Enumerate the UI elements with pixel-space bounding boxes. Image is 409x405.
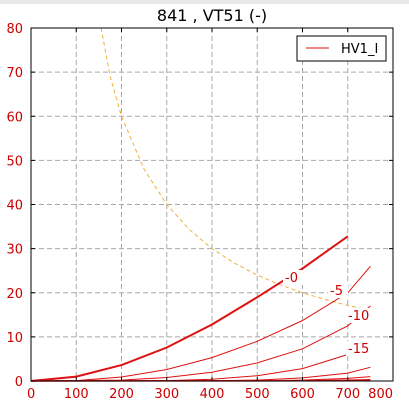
y-tick-label: 30 bbox=[6, 243, 23, 258]
y-tick-label: 10 bbox=[6, 331, 23, 346]
curve-label-bg bbox=[346, 308, 374, 323]
x-tick-label: 700 bbox=[335, 387, 360, 402]
curve-label: -10 bbox=[348, 309, 369, 324]
x-tick-label: 400 bbox=[200, 387, 225, 402]
y-tick-label: 50 bbox=[6, 154, 23, 169]
limit-curve bbox=[100, 27, 371, 311]
curve-label-bg bbox=[346, 341, 374, 356]
legend-label: HV1_I bbox=[341, 42, 378, 57]
curve-label: -15 bbox=[348, 342, 369, 357]
series-line-2 bbox=[30, 305, 371, 382]
y-tick-label: 70 bbox=[6, 66, 23, 81]
y-tick-label: 60 bbox=[6, 110, 23, 125]
y-tick-label: 0 bbox=[15, 375, 23, 390]
x-tick-label: 100 bbox=[64, 387, 89, 402]
y-tick-label: 80 bbox=[6, 22, 23, 37]
legend: HV1_I bbox=[296, 35, 387, 62]
chart-title: 841 , VT51 (-) bbox=[157, 6, 267, 25]
limit-curve-group bbox=[100, 27, 371, 311]
x-tick-label: 600 bbox=[290, 387, 315, 402]
x-tick-label: 0 bbox=[27, 387, 35, 402]
y-tick-labels: 0 10 20 30 40 50 60 70 80 bbox=[6, 22, 23, 390]
curve-label: -0 bbox=[285, 271, 298, 286]
curve-label-bg bbox=[328, 283, 348, 298]
x-tick-label: 300 bbox=[154, 387, 179, 402]
x-tick-label: 800 bbox=[368, 387, 393, 402]
curve-label: -5 bbox=[330, 284, 343, 299]
y-tick-label: 20 bbox=[6, 287, 23, 302]
y-tick-label: 40 bbox=[6, 199, 23, 214]
window-top-strip bbox=[0, 0, 409, 4]
x-tick-label: 500 bbox=[245, 387, 270, 402]
series-line-1 bbox=[30, 265, 371, 382]
curve-label-group: -0 -5 -10 -15 bbox=[283, 270, 374, 357]
x-tick-labels: 0 100 200 300 400 500 600 700 800 bbox=[27, 387, 393, 402]
x-tick-label: 200 bbox=[109, 387, 134, 402]
curve-label-bg bbox=[283, 270, 303, 285]
tick-group bbox=[30, 27, 394, 382]
